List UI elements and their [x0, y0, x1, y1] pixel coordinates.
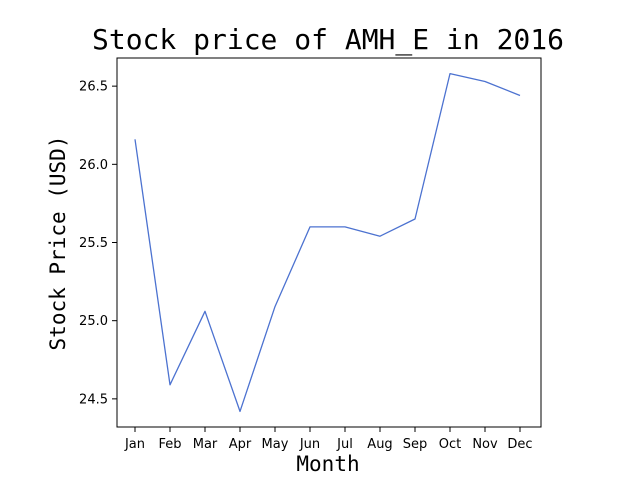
y-tick-label: 24.5	[79, 392, 108, 407]
y-axis-label: Stock Price (USD)	[46, 136, 70, 351]
x-tick-label: Jan	[124, 437, 145, 452]
x-tick-label: Mar	[193, 437, 218, 452]
series-line	[134, 72, 521, 413]
x-tick-label: Aug	[367, 437, 392, 452]
x-tick-label: Nov	[472, 437, 498, 452]
y-tick-label: 26.0	[79, 158, 108, 173]
x-tick-label: Apr	[229, 437, 252, 452]
x-axis: Jan Feb Mar Apr May Jun Jul Aug Sep Oct Nov Dec	[124, 427, 533, 452]
x-axis-label: Month	[296, 452, 359, 476]
y-axis: 24.5 25.0 25.5 26.0 26.5	[79, 80, 117, 407]
x-tick-label: Dec	[507, 437, 532, 452]
x-tick-label: Sep	[403, 437, 428, 452]
chart-title: Stock price of AMH_E in 2016	[92, 23, 564, 57]
x-tick-label: Feb	[158, 437, 181, 452]
x-tick-label: Jun	[299, 437, 320, 452]
y-tick-label: 25.0	[79, 314, 108, 329]
x-tick-label: May	[262, 437, 289, 452]
plot-area-frame	[116, 57, 542, 428]
y-tick-label: 25.5	[79, 236, 108, 251]
x-tick-label: Oct	[439, 437, 461, 452]
y-tick-label: 26.5	[79, 80, 108, 95]
x-tick-label: Jul	[336, 437, 353, 452]
